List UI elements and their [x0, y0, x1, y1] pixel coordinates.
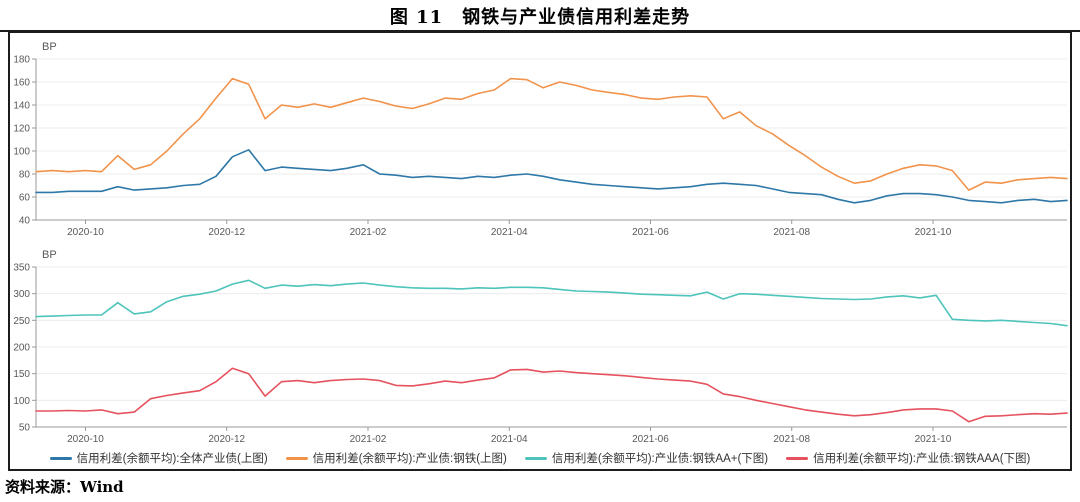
svg-text:2020-12: 2020-12: [208, 227, 245, 238]
top-chart: 40 60 80 100 120 140 160 180 2020-10 2020-12 2021-…: [13, 41, 1068, 238]
svg-text:2021-10: 2021-10: [915, 434, 952, 445]
figure-title: 图 11 钢铁与产业债信用利差走势: [389, 7, 691, 28]
svg-text:80: 80: [19, 170, 31, 181]
legend-line-swatch: [524, 456, 547, 460]
svg-text:160: 160: [13, 78, 30, 89]
svg-text:350: 350: [13, 263, 30, 274]
legend-item-2: 信用利差(余额平均):产业债:钢铁(上图): [285, 450, 507, 466]
chart-frame: 40 60 80 100 120 140 160 180 2020-10 2020-12 2021-…: [8, 31, 1072, 471]
bottom-chart: 50 100 150 200 250 300 350 2020-10 2020-12 2021-0…: [13, 249, 1068, 445]
svg-text:2021-08: 2021-08: [773, 434, 810, 445]
svg-text:200: 200: [13, 343, 30, 354]
legend-label: 信用利差(余额平均):产业债:钢铁AAA(下图): [813, 453, 1031, 465]
svg-text:2020-10: 2020-10: [67, 434, 104, 445]
svg-text:2020-12: 2020-12: [208, 434, 245, 445]
legend-line-swatch: [49, 456, 72, 460]
svg-text:2021-02: 2021-02: [350, 434, 387, 445]
svg-text:2021-04: 2021-04: [491, 227, 528, 238]
svg-text:2021-04: 2021-04: [491, 434, 528, 445]
svg-text:100: 100: [13, 147, 30, 158]
legend-item-3: 信用利差(余额平均):产业债:钢铁AA+(下图): [524, 450, 769, 466]
svg-text:2021-02: 2021-02: [350, 227, 387, 238]
svg-text:BP: BP: [42, 41, 57, 53]
svg-text:2021-10: 2021-10: [915, 227, 952, 238]
svg-text:120: 120: [13, 124, 30, 135]
svg-text:50: 50: [19, 423, 31, 434]
svg-text:2021-08: 2021-08: [773, 227, 810, 238]
legend: 信用利差(余额平均):全体产业债(上图) 信用利差(余额平均):产业债:钢铁(上图…: [10, 447, 1070, 469]
legend-item-1: 信用利差(余额平均):全体产业债(上图): [49, 450, 268, 466]
svg-text:180: 180: [13, 55, 30, 66]
legend-label: 信用利差(余额平均):产业债:钢铁AA+(下图): [551, 453, 769, 465]
svg-text:150: 150: [13, 369, 30, 380]
svg-text:BP: BP: [42, 249, 57, 261]
svg-text:140: 140: [13, 101, 30, 112]
svg-text:2021-06: 2021-06: [632, 434, 669, 445]
svg-text:2020-10: 2020-10: [67, 227, 104, 238]
source-note: 资料来源：Wind: [5, 478, 124, 496]
svg-text:250: 250: [13, 316, 30, 327]
legend-item-4: 信用利差(余额平均):产业债:钢铁AAA(下图): [786, 450, 1030, 466]
legend-label: 信用利差(余额平均):全体产业债(上图): [76, 453, 268, 465]
legend-label: 信用利差(余额平均):产业债:钢铁(上图): [312, 453, 507, 465]
legend-line-swatch: [285, 456, 308, 460]
svg-text:100: 100: [13, 396, 30, 407]
svg-text:40: 40: [19, 216, 31, 227]
svg-text:300: 300: [13, 289, 30, 300]
svg-text:60: 60: [19, 193, 31, 204]
svg-text:2021-06: 2021-06: [632, 227, 669, 238]
legend-line-swatch: [786, 456, 809, 460]
